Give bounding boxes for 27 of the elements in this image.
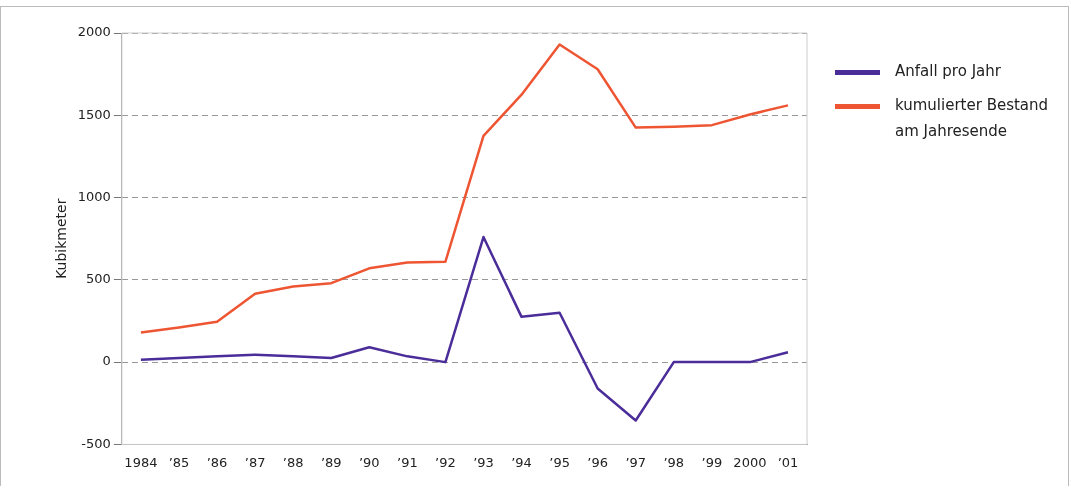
- x-tick-label: ’92: [435, 454, 456, 470]
- y-tick-label: 1000: [77, 188, 111, 204]
- x-tick-label: ’93: [473, 454, 494, 470]
- legend-label: kumulierter Bestand am Jahresende: [895, 95, 1050, 142]
- x-tick-label: ’88: [282, 454, 304, 470]
- y-tick-label: 1500: [77, 106, 111, 122]
- x-tick-label: 1984: [124, 454, 158, 470]
- x-tick-label: ’98: [663, 454, 685, 470]
- legend-label: Anfall pro Jahr: [895, 61, 1001, 82]
- x-tick-label: ’94: [511, 454, 532, 470]
- x-tick-label: ’89: [320, 454, 342, 470]
- y-tick-label: 500: [86, 271, 111, 287]
- x-tick-label: ’91: [397, 454, 418, 470]
- x-tick-label: ’95: [549, 454, 570, 470]
- x-tick-label: ’90: [358, 454, 380, 470]
- y-tick-label: 0: [102, 353, 111, 369]
- x-tick-label: ’01: [777, 454, 799, 470]
- x-tick-label: ’87: [244, 454, 266, 470]
- x-tick-label: ’99: [701, 454, 723, 470]
- x-tick-label: ’86: [206, 454, 228, 470]
- x-tick-label: ’96: [587, 454, 608, 470]
- x-tick-label: ’85: [168, 454, 190, 470]
- y-tick-label: -500: [81, 435, 111, 451]
- x-tick-label: ’97: [625, 454, 647, 470]
- y-axis-title: Kubikmeter: [53, 198, 70, 279]
- y-tick-label: 2000: [77, 24, 111, 40]
- x-tick-label: 2000: [733, 454, 767, 470]
